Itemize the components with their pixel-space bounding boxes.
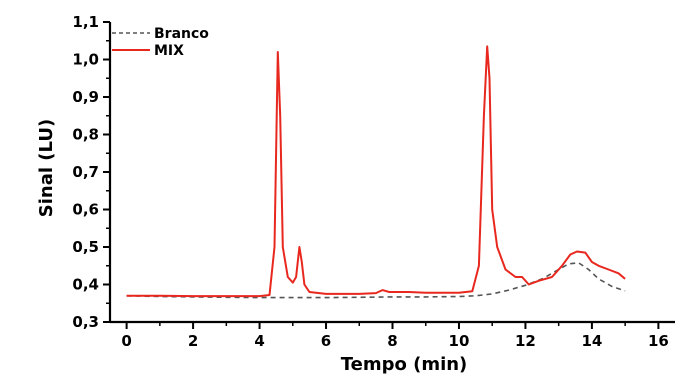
x-tick-label: 4: [254, 332, 264, 350]
y-axis-title: Sinal (LU): [36, 119, 57, 217]
x-tick-label: 0: [121, 332, 131, 350]
axis-ticks: 0 2 4 6 8 10 12 14 16 0,3 0,4 0,5 0,6 0,7 0,8 0,9 1,0 1,1: [72, 13, 668, 350]
y-tick-label: 1,1: [72, 13, 99, 31]
x-tick-label: 12: [515, 332, 536, 350]
x-tick-label: 8: [387, 332, 397, 350]
x-tick-label: 10: [449, 332, 470, 350]
y-tick-label: 0,4: [72, 276, 99, 294]
series-layer: [126, 45, 626, 299]
y-tick-label: 0,9: [72, 88, 99, 106]
y-tick-label: 0,8: [72, 126, 99, 144]
y-tick-label: 0,6: [72, 201, 99, 219]
legend-label-mix: MIX: [154, 43, 184, 59]
legend-label-branco: Branco: [154, 26, 209, 42]
y-tick-label: 1,0: [72, 51, 99, 69]
x-axis-title: Tempo (min): [341, 354, 468, 375]
x-tick-label: 6: [321, 332, 331, 350]
series-line-branco: [126, 261, 626, 299]
legend: Branco MIX: [112, 26, 209, 59]
y-tick-label: 0,5: [72, 238, 99, 256]
y-tick-label: 0,3: [72, 313, 99, 331]
series-line-mix: [126, 45, 626, 298]
x-tick-label: 14: [581, 332, 602, 350]
x-tick-label: 2: [188, 332, 198, 350]
y-tick-label: 0,7: [72, 163, 99, 181]
axes: [108, 22, 675, 324]
x-tick-label: 16: [648, 332, 669, 350]
